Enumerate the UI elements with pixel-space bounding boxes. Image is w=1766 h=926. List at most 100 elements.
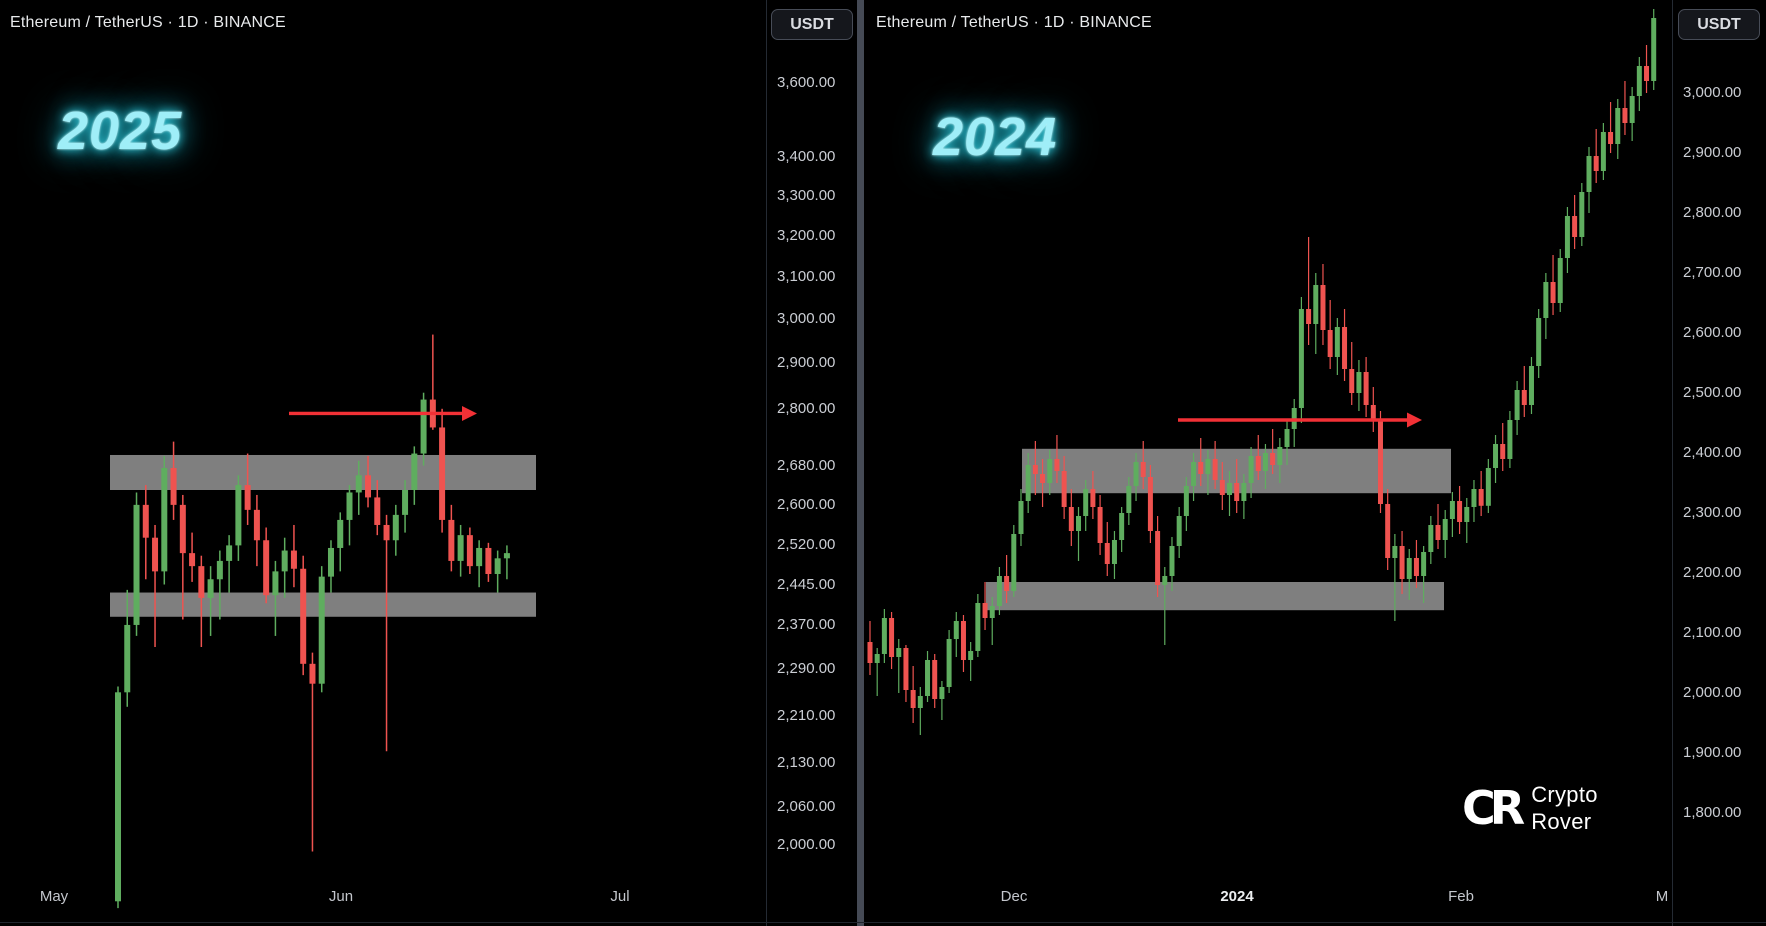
candle	[1413, 540, 1419, 588]
candle	[374, 480, 381, 536]
candle	[476, 540, 483, 588]
right-year-annotation[interactable]: 2024	[933, 107, 1058, 167]
left-year-annotation[interactable]: 2025	[58, 101, 183, 161]
candle	[1564, 207, 1570, 273]
price-tick-label: 3,300.00	[777, 186, 836, 204]
candle	[1370, 387, 1376, 432]
price-tick-label: 2,000.00	[777, 836, 836, 853]
candle	[290, 524, 297, 588]
price-tick-label: 2,210.00	[777, 706, 836, 724]
candle	[1104, 522, 1110, 576]
candle	[485, 542, 492, 582]
candle	[896, 639, 902, 693]
price-tick-label: 2,900.00	[1683, 144, 1742, 161]
candle	[244, 453, 251, 525]
breakout-arrow[interactable]	[289, 405, 477, 421]
candle	[1162, 567, 1168, 645]
right-symbol-title[interactable]: Ethereum / TetherUS · 1D · BINANCE	[876, 14, 1152, 31]
candle	[1593, 129, 1599, 183]
candle	[1155, 516, 1161, 597]
candle	[365, 455, 372, 508]
candle	[1140, 441, 1146, 489]
candle	[889, 612, 895, 669]
candle	[1600, 123, 1606, 180]
candle	[235, 475, 242, 561]
candle	[1392, 534, 1398, 621]
candle	[1040, 459, 1046, 507]
pane-divider	[857, 0, 864, 926]
price-tick-label: 2,900.00	[777, 354, 836, 372]
candle	[874, 648, 880, 696]
candle	[216, 550, 223, 620]
price-tick-label: 2,000.00	[1683, 684, 1742, 701]
time-tick-label: Dec	[1000, 888, 1028, 905]
candle	[1557, 249, 1563, 312]
left-symbol-title[interactable]: Ethereum / TetherUS · 1D · BINANCE	[10, 14, 286, 31]
candle	[1018, 489, 1024, 546]
candle	[1047, 450, 1053, 495]
candle	[1054, 435, 1060, 483]
candle	[1284, 420, 1290, 465]
candle	[1119, 507, 1125, 552]
candle	[161, 455, 168, 585]
candle	[170, 441, 177, 520]
candle	[179, 494, 186, 620]
candle	[1399, 531, 1405, 594]
candle	[968, 642, 974, 681]
candle	[1169, 537, 1175, 591]
price-tick-label: 2,290.00	[777, 660, 836, 678]
left-chart-canvas[interactable]	[0, 0, 766, 926]
candle	[1126, 477, 1132, 525]
left-currency-button[interactable]: USDT	[771, 9, 853, 40]
candle	[1133, 453, 1139, 501]
breakout-arrow[interactable]	[1178, 412, 1422, 428]
candle	[1183, 477, 1189, 531]
candle	[1083, 480, 1089, 531]
right-price-axis[interactable]: 3,000.00 2,900.00 2,800.00 2,700.00 2,600.00…	[1672, 0, 1766, 926]
candle	[1377, 411, 1383, 513]
left-price-axis-separator	[766, 0, 767, 926]
candle	[1608, 102, 1614, 153]
candle	[1644, 45, 1650, 93]
candle	[1262, 444, 1268, 489]
support-zone[interactable]	[986, 582, 1444, 611]
candle	[1579, 183, 1585, 246]
candle	[1248, 447, 1254, 498]
candle	[1219, 462, 1225, 510]
candle	[1514, 381, 1520, 435]
candle	[1227, 471, 1232, 516]
candle	[1536, 309, 1542, 378]
candle	[1004, 555, 1010, 603]
candle	[226, 535, 233, 593]
candle	[392, 504, 399, 556]
candle	[1457, 486, 1463, 534]
candle	[1097, 495, 1103, 555]
candle	[115, 686, 121, 909]
candle	[207, 566, 214, 636]
resistance-zone[interactable]	[110, 454, 536, 491]
price-tick-label: 2,100.00	[1683, 624, 1742, 641]
candle	[189, 532, 196, 582]
candle	[327, 540, 334, 593]
candle	[1342, 309, 1348, 381]
candle	[457, 524, 464, 577]
price-tick-label: 2,700.00	[1683, 264, 1742, 281]
price-tick-label: 2,800.00	[777, 399, 836, 417]
right-chart-canvas[interactable]	[866, 0, 1672, 926]
candle	[1622, 81, 1628, 135]
left-price-axis[interactable]: 3,600.00 3,400.00 3,300.00 3,200.00 3,100.00…	[766, 0, 860, 926]
candle	[982, 582, 988, 630]
right-price-axis-separator	[1672, 0, 1673, 926]
time-axis[interactable]: May Jun Jul Dec 2024 Feb M	[0, 880, 1766, 926]
logo-line-2: Rover	[1531, 809, 1592, 834]
candle	[1485, 459, 1491, 513]
right-currency-button[interactable]: USDT	[1678, 9, 1760, 40]
candle	[1363, 357, 1369, 417]
candle	[1464, 498, 1470, 543]
candle	[1176, 507, 1182, 558]
candle	[1636, 57, 1642, 111]
candle	[420, 392, 427, 466]
candle	[411, 446, 418, 505]
price-tick-label: 2,370.00	[777, 615, 836, 633]
candle	[1528, 357, 1534, 414]
